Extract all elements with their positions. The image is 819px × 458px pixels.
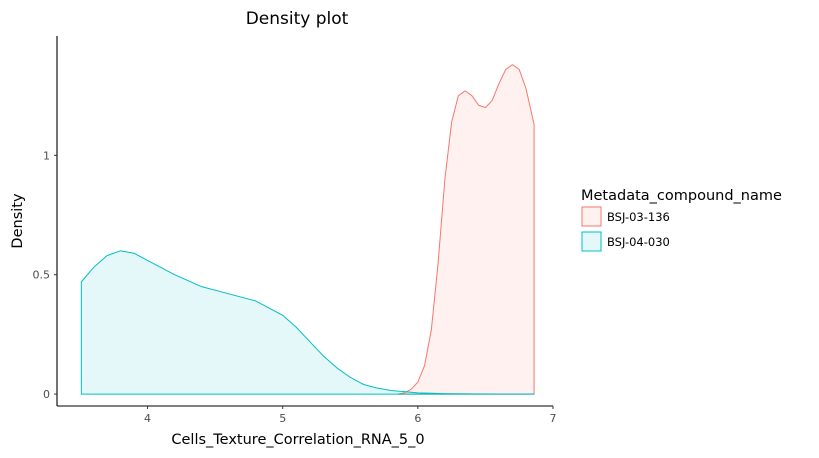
legend-label: BSJ-04-030: [607, 235, 670, 249]
x-ticks: 4 5 6 7: [144, 406, 557, 425]
x-tick-label: 4: [144, 412, 151, 425]
y-ticks: 00.51: [33, 149, 57, 401]
legend-title: Metadata_compound_name: [581, 188, 782, 204]
y-tick-label: 0.5: [33, 269, 51, 282]
density-area-bsj-03-136: [397, 64, 535, 395]
legend: Metadata_compound_name BSJ-03-136 BSJ-04-…: [581, 188, 782, 252]
x-tick-label: 6: [414, 412, 421, 425]
x-tick-label: 7: [550, 412, 557, 425]
y-axis-label: Density: [10, 193, 26, 249]
legend-swatch: [581, 206, 602, 227]
x-tick-label: 5: [279, 412, 286, 425]
x-axis-label: Cells_Texture_Correlation_RNA_5_0: [171, 432, 424, 448]
y-tick-label: 0: [43, 388, 50, 401]
plot-area: [80, 64, 535, 395]
chart-title: Density plot: [246, 9, 349, 29]
density-area-bsj-04-030: [80, 250, 535, 395]
y-tick-label: 1: [43, 149, 50, 162]
legend-label: BSJ-03-136: [607, 210, 670, 224]
legend-swatch: [581, 231, 602, 252]
